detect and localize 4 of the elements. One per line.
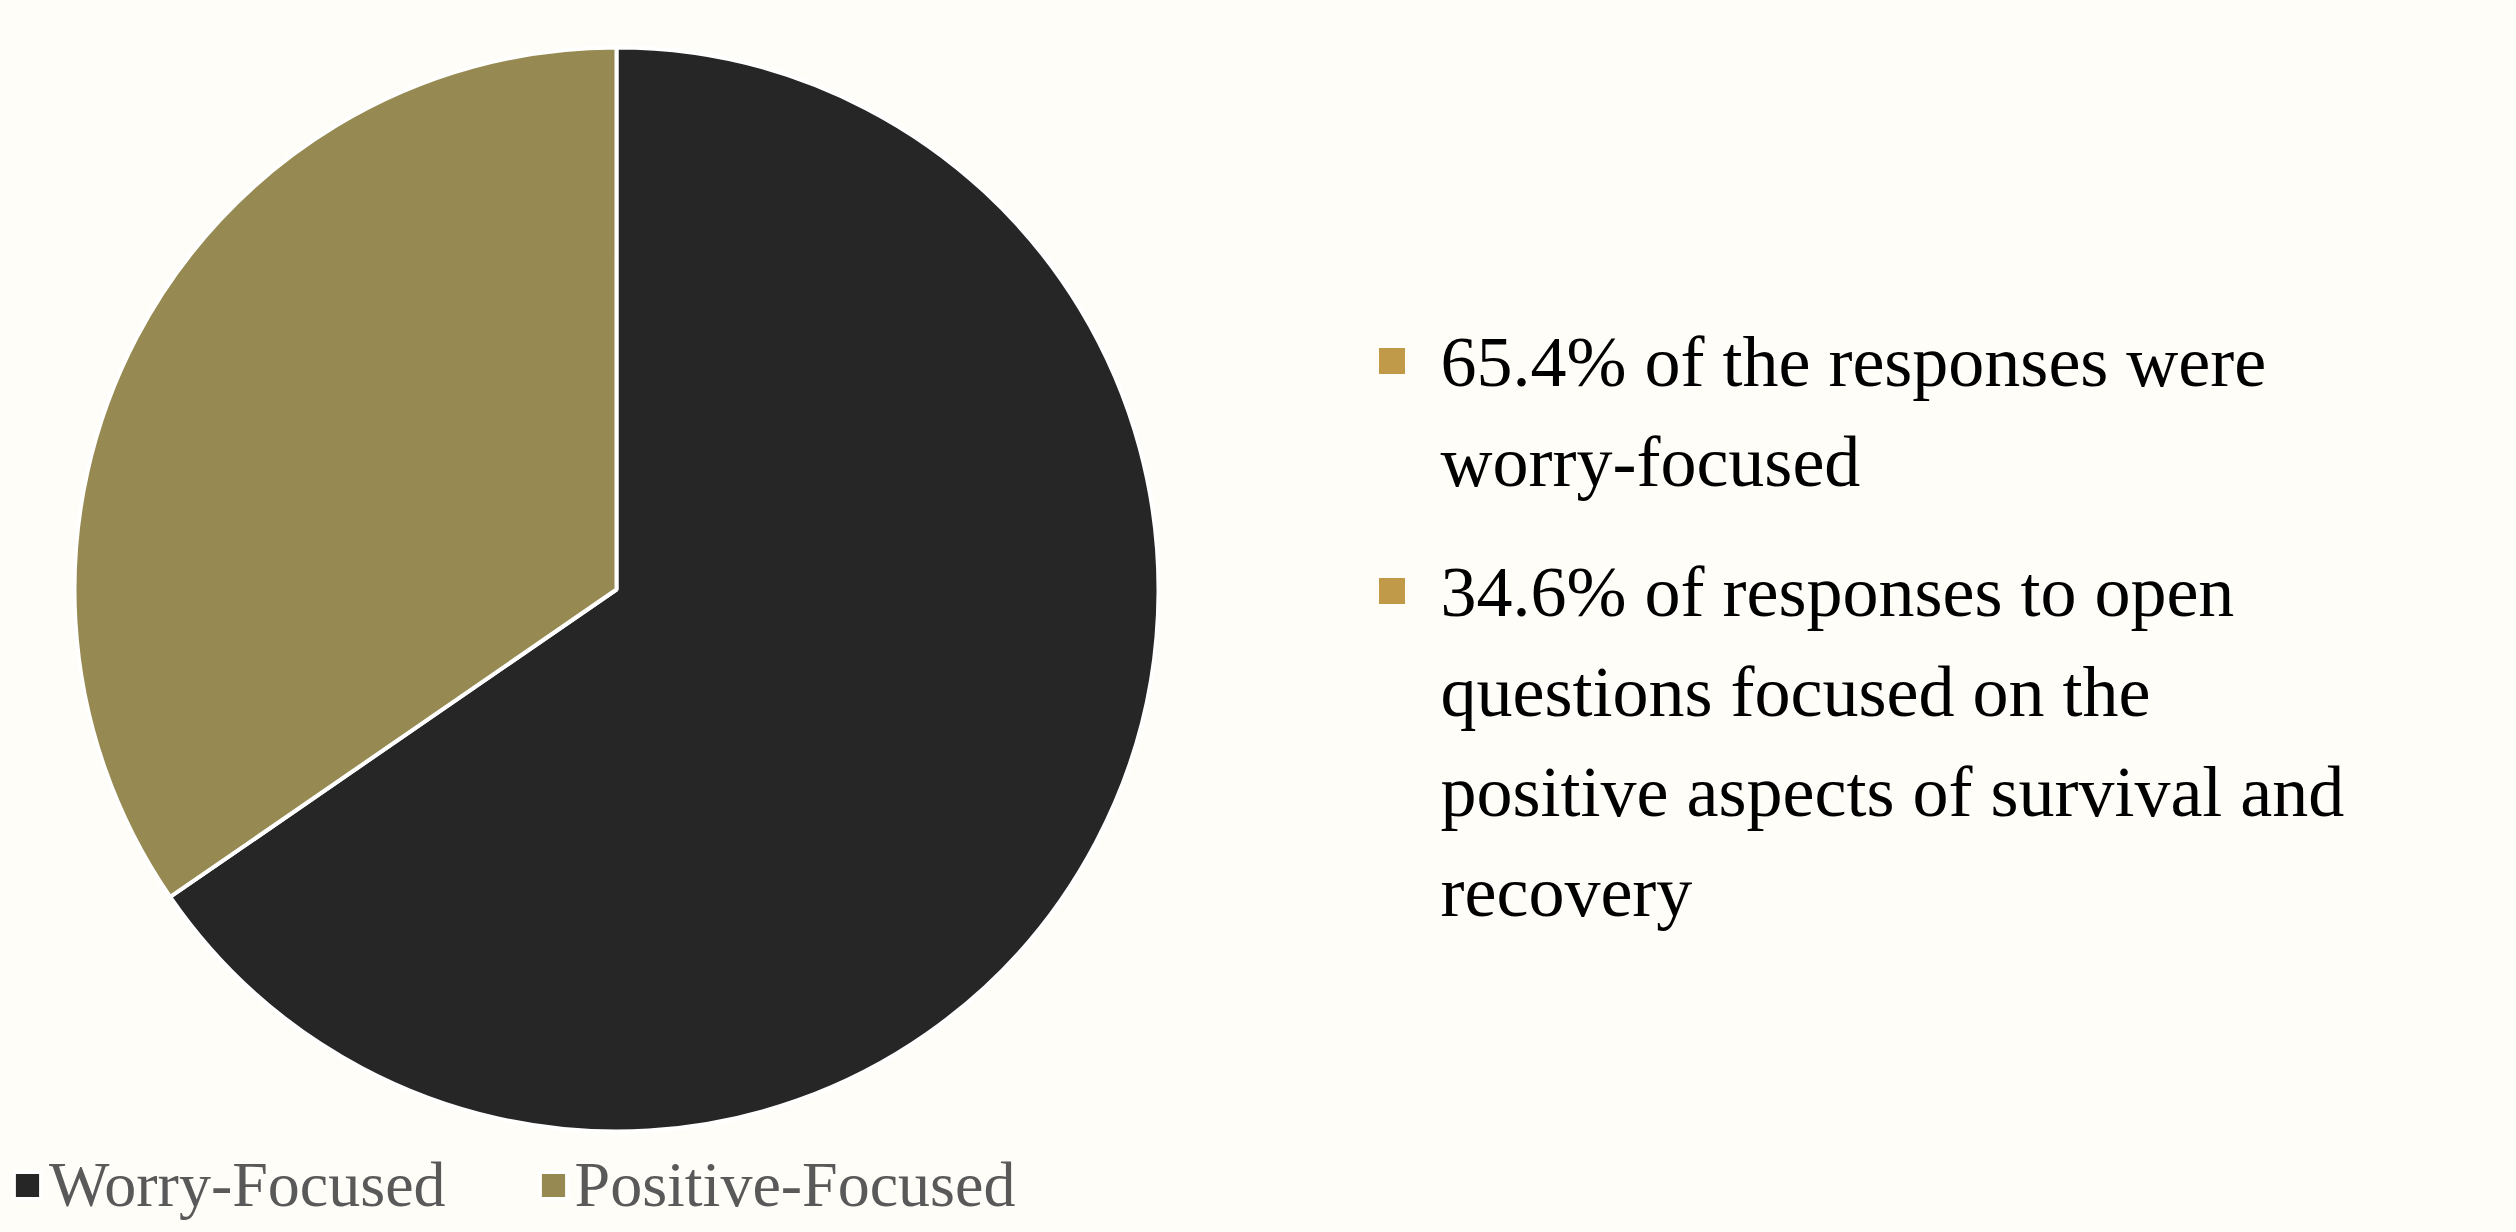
- text: 65.4% of the responses were worry-focused: [1440, 321, 2267, 502]
- text: 34.6% of responses to open questions focused on the positive aspects of survival and recovery: [1440, 551, 2345, 932]
- legend-label: Positive-Focused: [574, 1148, 1016, 1222]
- legend-label: Worry-Focused: [49, 1148, 446, 1222]
